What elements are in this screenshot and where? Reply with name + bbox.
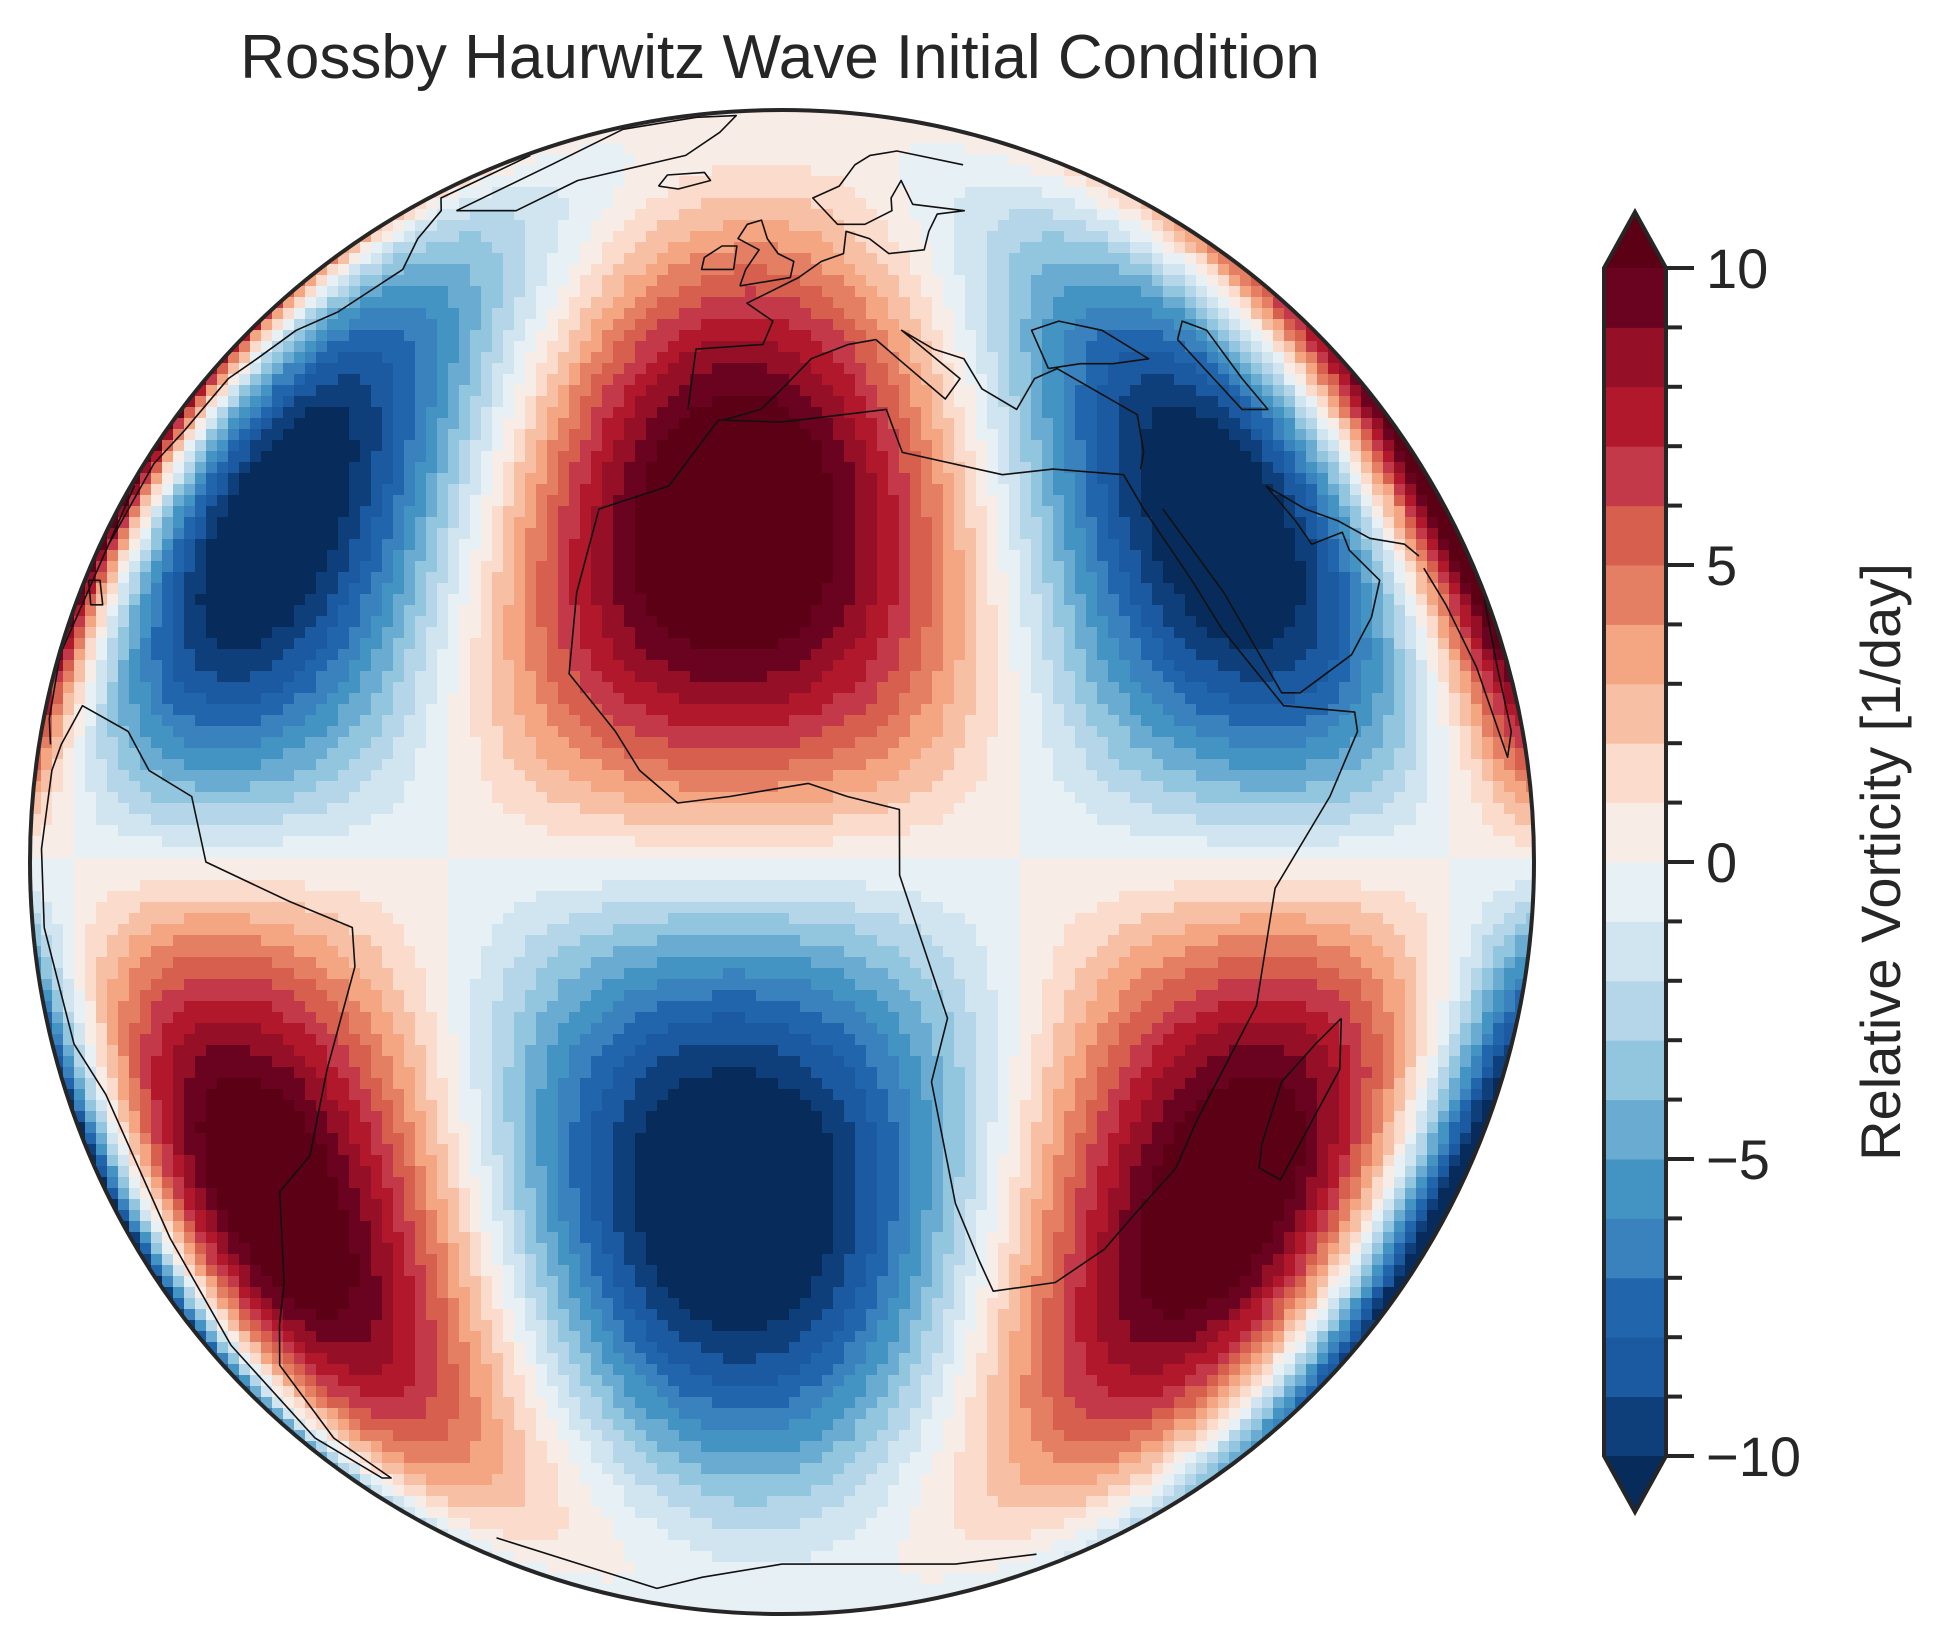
black-sea-coast — [1030, 320, 1150, 370]
madagascar-coast — [1258, 1017, 1343, 1181]
colorbar-level — [1604, 268, 1666, 328]
chart-title: Rossby Haurwitz Wave Initial Condition — [240, 23, 1320, 92]
britain-coast — [737, 219, 795, 287]
gulf-coast — [1265, 485, 1420, 557]
europe-coast — [687, 150, 966, 410]
iceland-coast — [657, 171, 712, 190]
globe-map — [28, 108, 1536, 1616]
colorbar-level — [1604, 624, 1666, 685]
greenland-coast — [456, 114, 737, 212]
colorbar-level — [1604, 802, 1666, 863]
india-coast — [1423, 567, 1513, 759]
colorbar-level — [1604, 743, 1666, 804]
colorbar-level — [1604, 446, 1666, 507]
south-america-coast — [40, 704, 392, 1479]
antarctica-coast — [496, 1537, 1037, 1590]
arabia-coast — [1162, 485, 1381, 694]
colorbar-tick-label: −10 — [1706, 1425, 1801, 1488]
colorbar-tick-label: 0 — [1706, 831, 1737, 894]
colorbar-level — [1604, 505, 1666, 566]
mediterranean-north — [723, 329, 1145, 470]
colorbar-level — [1604, 386, 1666, 447]
colorbar-label: Relative Vorticity [1/day] — [1849, 563, 1912, 1161]
globe-outline — [28, 108, 1536, 1616]
colorbar-level — [1604, 980, 1666, 1041]
colorbar-extend-high — [1604, 212, 1666, 268]
africa-coast — [568, 408, 1359, 1292]
colorbar-tick-label: 10 — [1706, 237, 1768, 300]
colorbar-level — [1604, 1099, 1666, 1160]
colorbar-level — [1604, 683, 1666, 744]
colorbar-level — [1604, 1159, 1666, 1219]
colorbar-tick-label: 5 — [1706, 534, 1737, 597]
colorbar: 10 5 0 −5 −10 Relative Vorticity [1/day] — [1602, 207, 1912, 1517]
colorbar-level — [1604, 1396, 1666, 1457]
vorticity-field — [30, 110, 1534, 1614]
colorbar-level — [1604, 862, 1666, 922]
colorbar-level — [1604, 921, 1666, 982]
colorbar-extend-low — [1604, 1456, 1666, 1512]
caspian-coast — [1176, 320, 1269, 411]
north-america-coast — [48, 154, 531, 745]
colorbar-level — [1604, 327, 1666, 388]
caribbean-coast — [87, 579, 104, 606]
ireland-coast — [700, 245, 738, 271]
coastlines — [40, 114, 1513, 1590]
colorbar-level — [1604, 1337, 1666, 1398]
colorbar-levels — [1602, 207, 1668, 1517]
colorbar-tick-label: −5 — [1706, 1128, 1770, 1191]
colorbar-level — [1604, 565, 1666, 625]
colorbar-ticks: 10 5 0 −5 −10 — [1666, 237, 1801, 1488]
colorbar-level — [1604, 1040, 1666, 1101]
colorbar-level — [1604, 1277, 1666, 1338]
colorbar-level — [1604, 1218, 1666, 1279]
